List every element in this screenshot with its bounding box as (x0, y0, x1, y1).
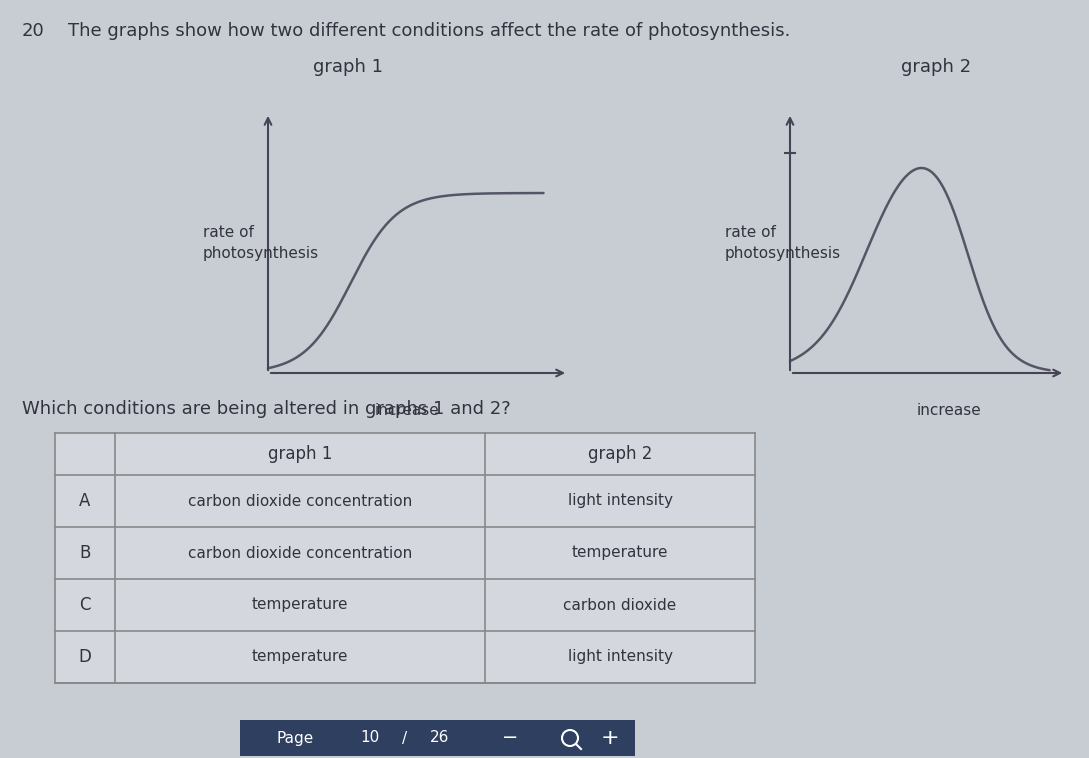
Text: temperature: temperature (572, 546, 669, 560)
Text: increase: increase (375, 403, 440, 418)
Text: rate of
photosynthesis: rate of photosynthesis (725, 225, 841, 261)
Text: carbon dioxide: carbon dioxide (563, 597, 676, 612)
Text: +: + (601, 728, 620, 748)
Text: increase: increase (917, 403, 981, 418)
Text: B: B (79, 544, 90, 562)
Text: 20: 20 (22, 22, 45, 40)
Text: rate of
photosynthesis: rate of photosynthesis (203, 225, 319, 261)
Text: Which conditions are being altered in graphs 1 and 2?: Which conditions are being altered in gr… (22, 400, 511, 418)
Bar (56, 433, 755, 683)
Text: carbon dioxide concentration: carbon dioxide concentration (188, 546, 412, 560)
Text: graph 1: graph 1 (313, 58, 383, 76)
Bar (240, 720, 635, 756)
Text: −: − (502, 728, 518, 747)
Text: Page: Page (277, 731, 314, 746)
Text: A: A (79, 492, 90, 510)
Text: graph 1: graph 1 (268, 445, 332, 463)
Text: C: C (79, 596, 90, 614)
Text: light intensity: light intensity (567, 493, 673, 509)
Text: 26: 26 (430, 731, 450, 746)
Text: temperature: temperature (252, 650, 348, 665)
Text: temperature: temperature (252, 597, 348, 612)
Text: light intensity: light intensity (567, 650, 673, 665)
Text: The graphs show how two different conditions affect the rate of photosynthesis.: The graphs show how two different condit… (68, 22, 791, 40)
Text: graph 2: graph 2 (901, 58, 970, 76)
Text: 10: 10 (360, 731, 380, 746)
Text: D: D (78, 648, 91, 666)
Text: graph 2: graph 2 (588, 445, 652, 463)
Text: carbon dioxide concentration: carbon dioxide concentration (188, 493, 412, 509)
Text: /: / (403, 731, 407, 746)
